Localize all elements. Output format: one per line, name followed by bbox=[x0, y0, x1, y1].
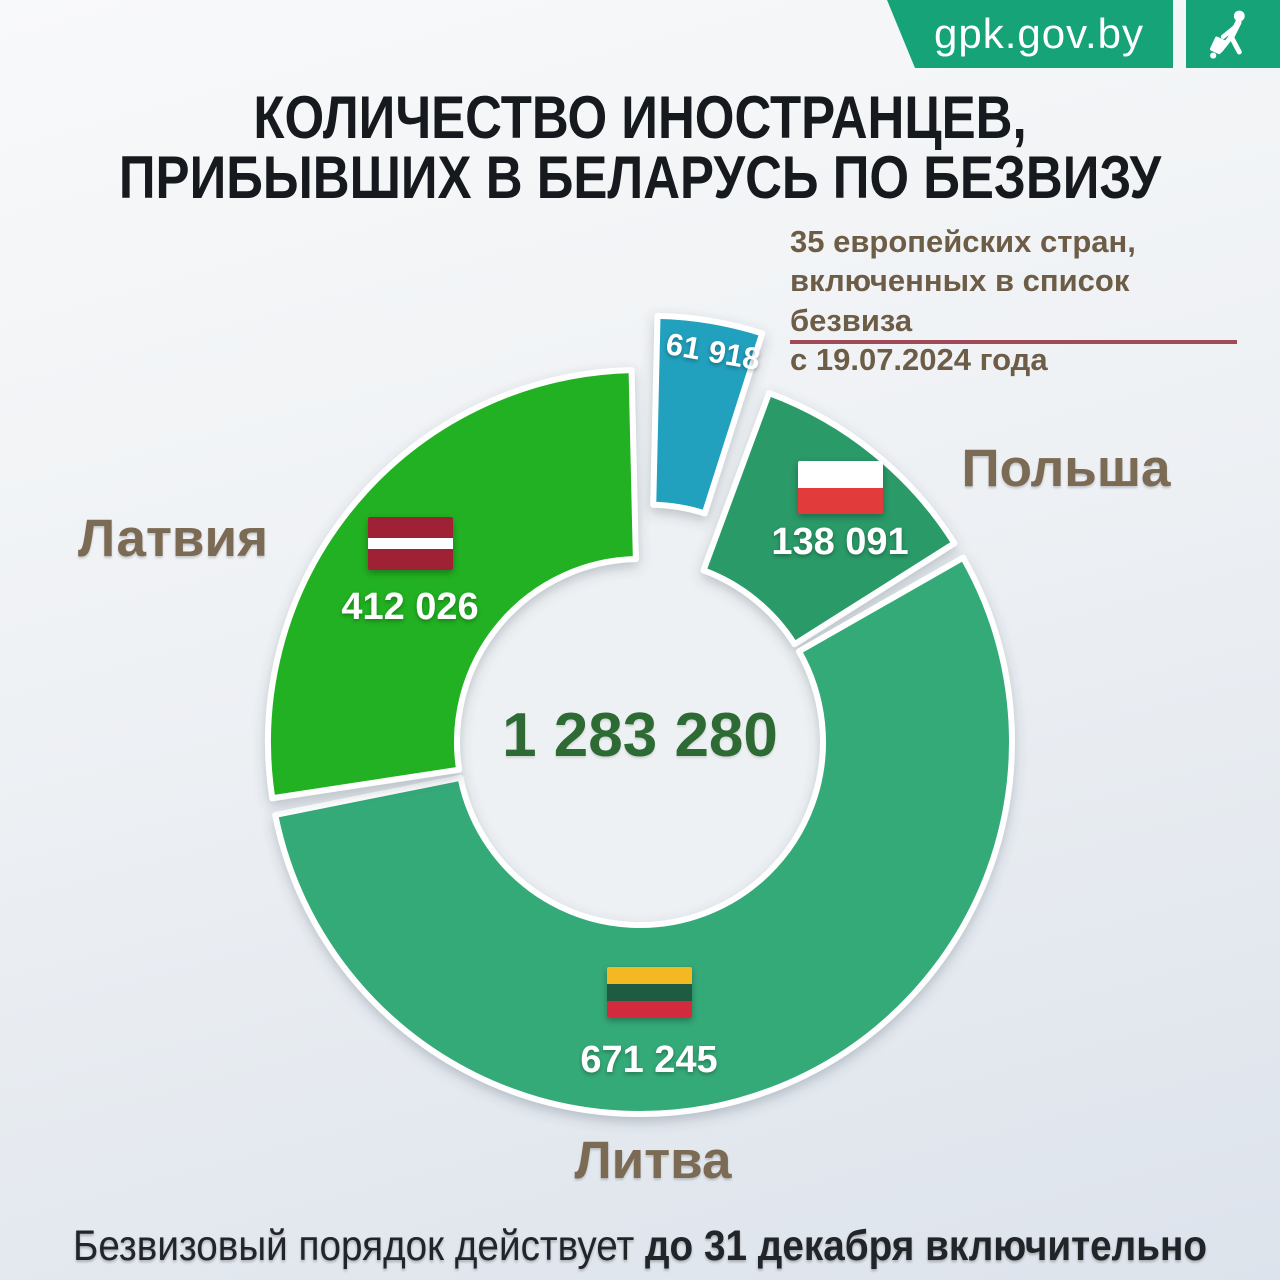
traveler-icon-box bbox=[1186, 0, 1280, 68]
pie-segment-poland bbox=[700, 390, 958, 648]
footer-note-bold: до 31 декабря включительно bbox=[644, 1222, 1208, 1270]
subtitle-line2: включенных в список безвиза bbox=[790, 263, 1130, 338]
page-title: КОЛИЧЕСТВО ИНОСТРАНЦЕВ, ПРИБЫВШИХ В БЕЛА… bbox=[0, 88, 1280, 208]
poland-flag bbox=[798, 461, 883, 514]
latvia-flag bbox=[368, 517, 453, 570]
pie-segment-lithuania bbox=[272, 554, 1015, 1117]
latvia-label: Латвия bbox=[77, 509, 269, 568]
poland-label: Польша bbox=[961, 439, 1171, 498]
footer-note: Безвизовый порядок действует до 31 декаб… bbox=[0, 1222, 1280, 1271]
subtitle: 35 европейских стран, включенных в списо… bbox=[790, 222, 1260, 379]
site-label: gpk.gov.by bbox=[933, 10, 1144, 57]
total-arrivals-value: 1 283 280 bbox=[502, 701, 778, 770]
lithuania-label: Литва bbox=[574, 1131, 732, 1190]
latvia-segment-value: 412 026 bbox=[341, 586, 479, 628]
site-banner: gpk.gov.by bbox=[887, 0, 1173, 68]
footer-note-regular: Безвизовый порядок действует bbox=[72, 1222, 645, 1270]
subtitle-line3: с 19.07.2024 года bbox=[790, 342, 1048, 378]
lithuania-segment-value: 671 245 bbox=[580, 1039, 718, 1081]
poland-segment-value: 138 091 bbox=[771, 521, 909, 563]
subtitle-underline bbox=[790, 340, 1237, 344]
donut-hole bbox=[460, 562, 820, 922]
pie-segment-latvia bbox=[265, 367, 639, 802]
pie-segment-visa_free_35 bbox=[650, 312, 766, 517]
page-title-line2: ПРИБЫВШИХ В БЕЛАРУСЬ ПО БЕЗВИЗУ bbox=[118, 144, 1162, 211]
traveler-icon bbox=[1209, 10, 1245, 59]
subtitle-line1: 35 европейских стран, bbox=[790, 224, 1136, 259]
lithuania-flag bbox=[607, 967, 692, 1018]
page-title-line1: КОЛИЧЕСТВО ИНОСТРАНЦЕВ, bbox=[253, 84, 1027, 151]
